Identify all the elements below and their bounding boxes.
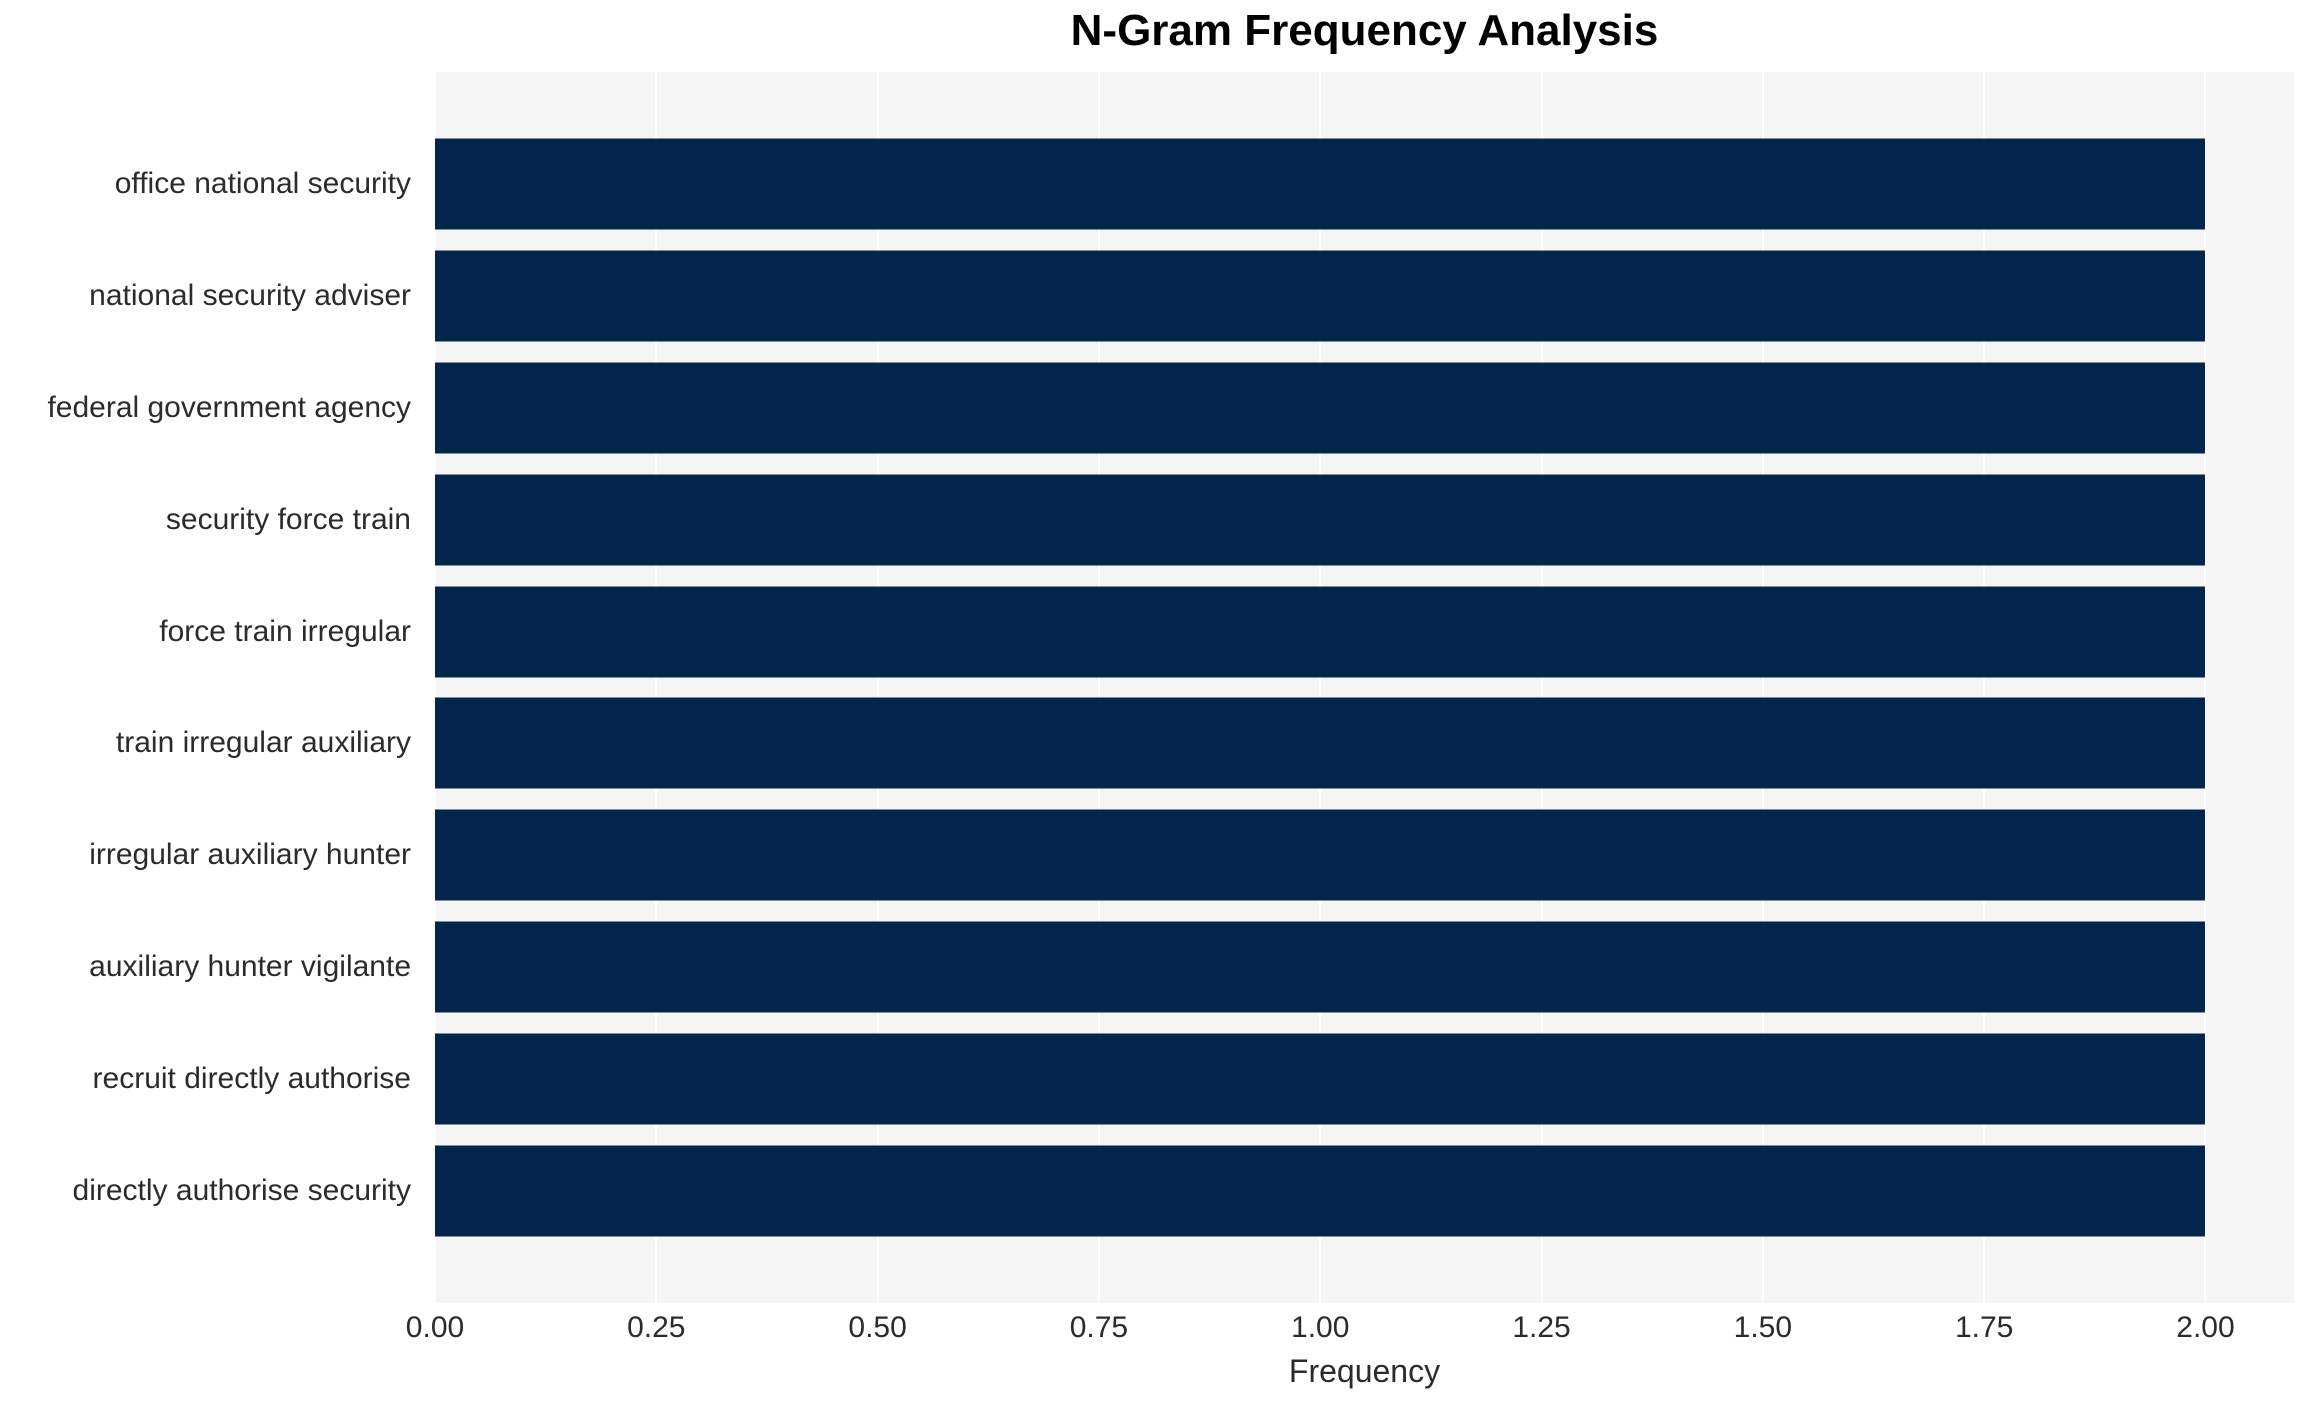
y-label-row: train irregular auxiliary <box>0 688 417 800</box>
gridline <box>434 72 436 1303</box>
chart-title: N-Gram Frequency Analysis <box>1070 6 1659 55</box>
x-tick-label: 1.50 <box>1733 1311 1793 1344</box>
gridline <box>1540 72 1543 1303</box>
bar <box>435 809 2206 901</box>
x-axis-label: Frequency <box>1288 1353 1441 1389</box>
bar-row <box>435 1135 2294 1247</box>
x-tick-label: 0.50 <box>848 1311 907 1344</box>
gridline <box>1983 72 1986 1303</box>
x-tick-label: 1.75 <box>1954 1311 2014 1344</box>
y-axis-label: office national security <box>114 166 411 200</box>
y-axis-label: security force train <box>165 502 411 536</box>
x-tick-label: 1.25 <box>1512 1311 1571 1344</box>
bar <box>435 921 2206 1013</box>
bar-row <box>435 464 2294 576</box>
bar-row <box>435 688 2294 800</box>
bar <box>435 474 2206 566</box>
y-axis-label: irregular auxiliary hunter <box>89 838 411 872</box>
bar <box>435 362 2206 454</box>
bars-area <box>435 128 2294 1247</box>
bar-row <box>435 352 2294 464</box>
bar-row <box>435 128 2294 240</box>
plot-area <box>434 72 2294 1303</box>
x-tick-label: 2.00 <box>2176 1311 2235 1344</box>
gridline <box>876 72 879 1303</box>
bar <box>435 697 2206 789</box>
bar-row <box>435 1023 2294 1135</box>
bar <box>435 1145 2206 1237</box>
bar-row <box>435 799 2294 911</box>
y-label-row: force train irregular <box>0 576 417 688</box>
y-label-row: recruit directly authorise <box>0 1023 417 1135</box>
y-label-row: irregular auxiliary hunter <box>0 799 417 911</box>
y-label-row: federal government agency <box>0 352 417 464</box>
y-axis-label: directly authorise security <box>72 1174 411 1208</box>
bar <box>435 1033 2206 1125</box>
y-label-row: directly authorise security <box>0 1135 417 1247</box>
x-tick-label: 0.00 <box>405 1311 465 1344</box>
y-axis-label: force train irregular <box>159 614 411 648</box>
gridline <box>1097 72 1100 1303</box>
gridline <box>1761 72 1764 1303</box>
y-axis-label: auxiliary hunter vigilante <box>89 950 411 984</box>
bar-row <box>435 911 2294 1023</box>
y-axis-label: federal government agency <box>47 390 411 424</box>
y-axis-label: national security adviser <box>89 278 411 312</box>
y-label-row: auxiliary hunter vigilante <box>0 911 417 1023</box>
bar <box>435 586 2206 678</box>
y-label-row: national security adviser <box>0 240 417 352</box>
x-tick-label: 0.25 <box>627 1311 686 1344</box>
y-axis-label: train irregular auxiliary <box>115 726 411 760</box>
x-tick-label: 1.00 <box>1291 1311 1350 1344</box>
bar <box>435 250 2206 342</box>
y-label-row: office national security <box>0 128 417 240</box>
y-axis-label: recruit directly authorise <box>92 1062 411 1096</box>
bar <box>435 138 2206 230</box>
x-tick-label: 0.75 <box>1069 1311 1129 1344</box>
gridline <box>2204 72 2207 1303</box>
gridline <box>1319 72 1322 1303</box>
bar-row <box>435 576 2294 688</box>
y-label-row: security force train <box>0 464 417 576</box>
bar-row <box>435 240 2294 352</box>
y-axis-labels: office national security national securit… <box>0 72 417 1303</box>
gridline <box>655 72 658 1303</box>
